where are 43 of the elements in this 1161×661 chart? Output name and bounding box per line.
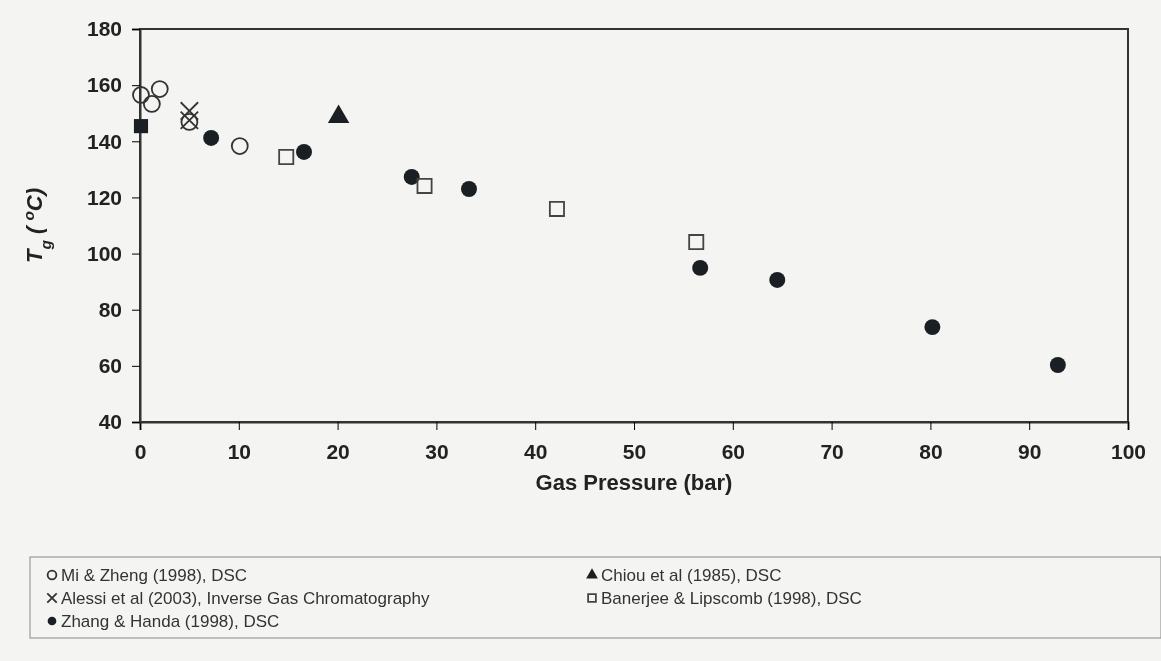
y-tick-label: 180 bbox=[86, 17, 122, 41]
point bbox=[403, 168, 420, 185]
point bbox=[769, 272, 786, 288]
point bbox=[203, 129, 220, 146]
x-tick-label: 80 bbox=[919, 439, 943, 463]
x-axis-title: Gas Pressure (bar) bbox=[535, 470, 733, 495]
y-tick-label: 140 bbox=[86, 129, 122, 153]
legend-label: Mi & Zheng (1998), DSC bbox=[61, 566, 248, 585]
point bbox=[278, 149, 295, 165]
y-tick-label: 60 bbox=[98, 354, 122, 378]
x-tick-label: 70 bbox=[820, 439, 844, 463]
x-tick-label: 30 bbox=[425, 439, 449, 463]
point bbox=[692, 259, 709, 276]
point bbox=[461, 181, 477, 197]
point bbox=[924, 319, 941, 336]
point bbox=[1049, 357, 1066, 373]
legend-label: Alessi et al (2003), Inverse Gas Chromatography bbox=[61, 589, 430, 608]
y-tick-label: 40 bbox=[98, 410, 122, 434]
point bbox=[142, 95, 161, 113]
point bbox=[150, 80, 169, 98]
legend-label: Banerjee & Lipscomb (1998), DSC bbox=[601, 589, 862, 608]
y-tick-label: 100 bbox=[86, 241, 122, 265]
point bbox=[179, 101, 200, 121]
x-tick-label: 20 bbox=[326, 439, 350, 463]
legend-label: Zhang & Handa (1998), DSC bbox=[61, 612, 280, 631]
y-tick-label: 120 bbox=[86, 185, 122, 209]
y-tick-label: 160 bbox=[86, 73, 122, 97]
point bbox=[230, 137, 249, 155]
x-tick-label: 0 bbox=[134, 439, 147, 463]
point bbox=[416, 177, 433, 194]
x-tick-label: 40 bbox=[524, 439, 548, 463]
point bbox=[296, 143, 312, 160]
x-tick-label: 60 bbox=[721, 439, 745, 463]
point bbox=[688, 234, 705, 251]
y-tick-label: 80 bbox=[98, 297, 122, 321]
x-tick-label: 10 bbox=[227, 439, 251, 463]
x-tick-label: 90 bbox=[1018, 439, 1042, 463]
x-tick-label: 100 bbox=[1110, 439, 1147, 463]
point bbox=[132, 86, 150, 104]
legend-label: Chiou et al (1985), DSC bbox=[601, 566, 782, 585]
point bbox=[548, 200, 565, 217]
x-tick-label: 50 bbox=[622, 439, 647, 463]
point bbox=[133, 119, 149, 134]
